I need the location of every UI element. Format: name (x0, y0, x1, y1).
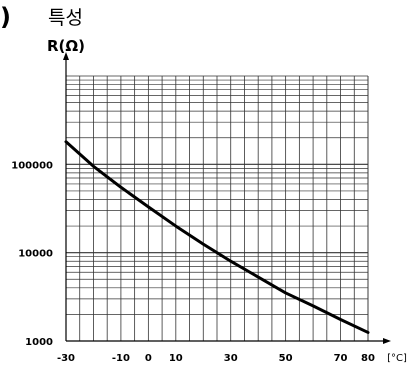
labels: -30 -10 0 10 30 50 70 80 [°C] 1000 10000 100000 R(Ω) (11, 37, 407, 364)
x-tick-label: 0 (145, 353, 152, 364)
corner-mark: ) (0, 3, 11, 31)
x-tick-label: -30 (57, 353, 75, 364)
x-tick-label: 50 (279, 353, 293, 364)
y-axis-label: R(Ω) (47, 37, 85, 55)
x-tick-label: -10 (112, 353, 130, 364)
series-layer (64, 140, 370, 334)
grid (65, 75, 369, 342)
y-axis-arrow (63, 52, 69, 60)
x-axis-arrow (383, 338, 391, 344)
y-tick-label: 10000 (18, 249, 53, 260)
x-tick-label: 70 (334, 353, 348, 364)
page-heading: 특성 (48, 7, 83, 29)
y-tick-label: 100000 (11, 160, 53, 171)
axes (63, 52, 391, 344)
x-axis-label: [°C] (387, 353, 407, 364)
resistance-curve (64, 140, 370, 334)
x-tick-label: 10 (169, 353, 183, 364)
x-tick-label: 80 (361, 353, 375, 364)
y-tick-label: 1000 (25, 337, 53, 348)
x-tick-label: 30 (224, 353, 238, 364)
